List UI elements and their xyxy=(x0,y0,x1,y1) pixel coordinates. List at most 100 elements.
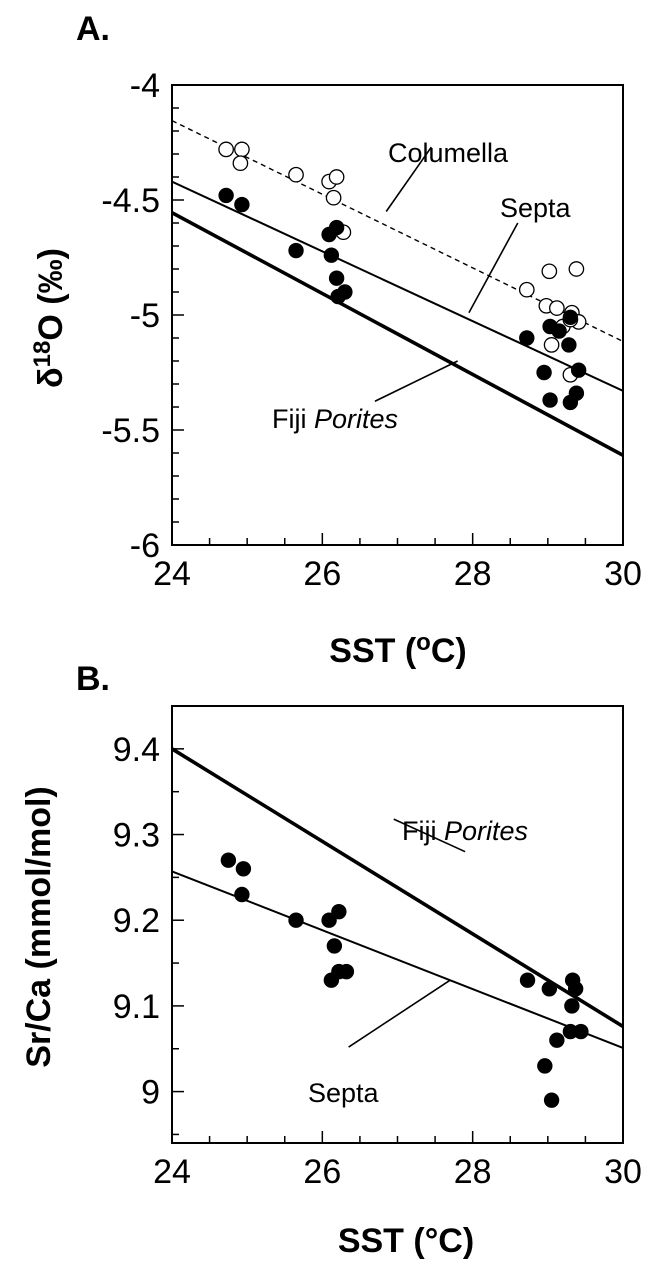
filled-data-point-septa xyxy=(551,323,567,339)
filled-data-point-septa xyxy=(570,362,587,378)
annotation-septa-b: Septa xyxy=(308,1078,380,1108)
annotation-porites-a-text: Porites xyxy=(314,404,398,434)
annotation-septa-a: Septa xyxy=(500,193,572,223)
x-title-a-degree: o xyxy=(416,629,431,656)
annotation-leader-line xyxy=(348,979,451,1048)
open-data-point-columella xyxy=(325,189,342,206)
panel-a-ticks: 24 26 28 30 -6 -5.5 -5 -4.5 -4 xyxy=(101,67,642,593)
filled-data-point-septa xyxy=(536,364,552,381)
x-tick-label: 30 xyxy=(604,1153,642,1191)
filled-data-point-septa xyxy=(326,938,343,954)
panel-a-x-axis-title: SST (oC) xyxy=(329,629,466,670)
open-data-point-columella xyxy=(328,169,345,185)
open-data-point-columella xyxy=(288,166,304,183)
panel-b-plot-frame xyxy=(171,705,624,1144)
y-tick-label: -6 xyxy=(130,527,160,565)
annotation-fiji-b-text: Fiji xyxy=(402,816,444,846)
panel-a: A. 24 26 28 30 -6 -5.5 -5 -4.5 -4 Columella Sept… xyxy=(29,10,642,670)
x-tick-label: 28 xyxy=(454,1153,492,1191)
filled-data-point-septa xyxy=(337,284,353,300)
open-data-point-columella xyxy=(541,263,558,280)
y-tick-label: 9.3 xyxy=(113,817,160,855)
filled-data-point-septa xyxy=(537,1058,553,1074)
annotation-leader-line xyxy=(385,146,432,212)
y-tick-label: 9.2 xyxy=(113,902,160,940)
filled-data-point-septa xyxy=(573,1023,589,1040)
open-data-point-columella xyxy=(543,337,560,353)
filled-data-point-septa xyxy=(218,187,234,204)
x-tick-label: 24 xyxy=(153,1153,191,1191)
regression-line-septa xyxy=(172,870,623,1049)
annotation-fiji-porites-b: Fiji Porites xyxy=(402,816,528,846)
open-data-point-columella xyxy=(232,155,249,172)
y-title-a-superscript: 18 xyxy=(29,341,56,368)
filled-data-point-septa xyxy=(519,972,536,988)
filled-data-point-septa xyxy=(567,981,584,997)
open-data-point-columella xyxy=(568,261,585,277)
filled-data-point-septa xyxy=(564,998,580,1014)
open-data-point-columella xyxy=(218,141,234,158)
filled-data-point-septa xyxy=(234,886,250,903)
filled-data-point-septa xyxy=(328,270,345,286)
regression-line-fiji-porites xyxy=(172,747,623,1028)
x-tick-label: 24 xyxy=(153,555,191,593)
annotation-leader-line xyxy=(468,222,519,314)
filled-data-point-septa xyxy=(288,912,304,928)
y-title-a-rest: O (‰) xyxy=(32,248,70,341)
x-tick-label: 26 xyxy=(303,1153,341,1191)
filled-data-point-septa xyxy=(323,247,340,263)
panel-a-annotation-leaders xyxy=(374,146,519,402)
y-tick-label: 9.1 xyxy=(113,988,160,1026)
filled-data-point-septa xyxy=(519,330,535,346)
filled-data-point-septa xyxy=(220,852,237,868)
filled-data-point-septa xyxy=(338,963,355,980)
annotation-columella: Columella xyxy=(388,138,509,168)
panel-b: B. 24 26 28 30 9 9.1 9.2 9.3 9.4 Fiji Porites Se… xyxy=(20,660,642,1260)
open-data-point-columella xyxy=(234,141,250,158)
y-tick-label: -4 xyxy=(130,67,160,105)
panel-b-label: B. xyxy=(76,660,110,698)
x-tick-label: 28 xyxy=(454,555,492,593)
open-data-point-columella xyxy=(549,300,565,316)
regression-line-septa xyxy=(172,180,623,392)
y-tick-label: -5.5 xyxy=(101,412,160,450)
annotation-fiji-porites-a: Fiji Porites xyxy=(272,404,398,434)
x-title-a-part1: SST ( xyxy=(329,632,417,670)
x-tick-label: 26 xyxy=(303,555,341,593)
annotation-leader-line xyxy=(374,360,458,402)
x-tick-label: 30 xyxy=(604,555,642,593)
panel-a-data-points xyxy=(218,141,587,411)
filled-data-point-septa xyxy=(568,385,585,401)
filled-data-point-septa xyxy=(321,912,337,928)
y-title-a-delta: δ xyxy=(32,367,70,388)
y-tick-label: 9.4 xyxy=(113,731,160,769)
panel-b-regression-lines xyxy=(172,747,623,1049)
x-title-a-part3: C) xyxy=(431,632,467,670)
filled-data-point-septa xyxy=(561,337,577,353)
panel-b-annotation-leaders xyxy=(348,818,466,1048)
filled-data-point-septa xyxy=(542,392,558,408)
panel-a-label: A. xyxy=(76,10,110,48)
regression-line-fiji-porites xyxy=(172,211,623,457)
panel-b-x-axis-title: SST (°C) xyxy=(338,1222,474,1260)
filled-data-point-septa xyxy=(234,196,250,213)
filled-data-point-septa xyxy=(328,219,345,236)
y-tick-label: 9 xyxy=(141,1074,160,1112)
filled-data-point-septa xyxy=(562,309,579,325)
filled-data-point-septa xyxy=(235,861,252,877)
open-data-point-columella xyxy=(518,281,535,298)
panel-b-y-axis-title: Sr/Ca (mmol/mol) xyxy=(20,786,58,1067)
filled-data-point-septa xyxy=(541,981,558,997)
annotation-leader-line xyxy=(393,818,466,853)
y-tick-label: -5 xyxy=(130,297,160,335)
panel-b-data-points xyxy=(220,852,589,1108)
filled-data-point-septa xyxy=(288,242,304,259)
panel-b-ticks: 24 26 28 30 9 9.1 9.2 9.3 9.4 xyxy=(113,705,642,1191)
annotation-porites-b-text: Porites xyxy=(444,816,528,846)
filled-data-point-septa xyxy=(331,903,347,920)
panel-a-y-axis-title: δ18O (‰) xyxy=(29,248,70,388)
y-tick-label: -4.5 xyxy=(101,182,160,220)
annotation-fiji-a-text: Fiji xyxy=(272,404,314,434)
filled-data-point-septa xyxy=(543,1092,560,1108)
